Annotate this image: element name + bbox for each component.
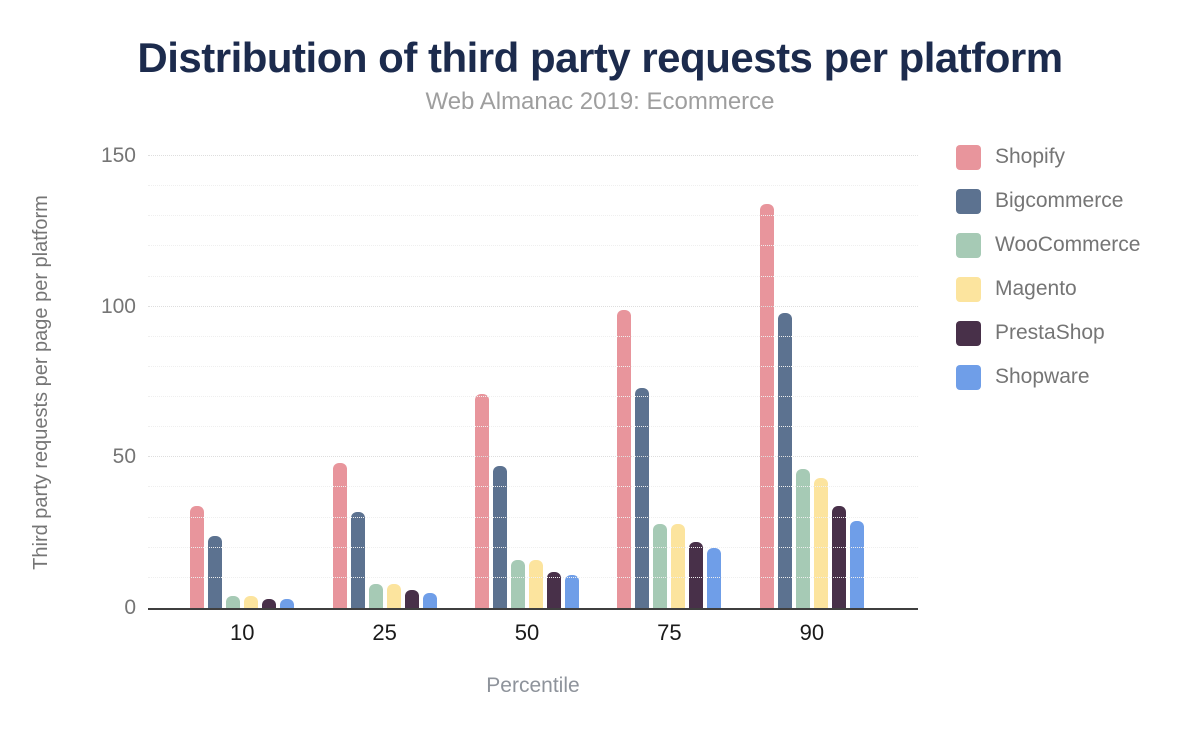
- legend: Shopify Bigcommerce WooCommerce Magento Pres…: [956, 144, 1140, 408]
- bar-shopware-p50: [565, 574, 580, 608]
- gridline-120: [148, 245, 918, 247]
- gridline-130: [148, 215, 918, 217]
- gridline-60: [148, 426, 918, 428]
- bar-shopify-p50: [475, 394, 490, 608]
- x-tick-label-25: 25: [372, 620, 397, 645]
- bar-bigcommerce-p50: [493, 466, 508, 608]
- bar-woocommerce-p50: [511, 559, 526, 608]
- bar-prestashop-p75: [689, 541, 704, 608]
- bar-shopify-p90: [759, 204, 774, 608]
- x-tick-labels: 10 25 50 75 90: [171, 620, 883, 646]
- bar-prestashop-p10: [262, 598, 277, 608]
- gridline-70: [148, 396, 918, 398]
- bar-bigcommerce-p10: [208, 535, 223, 608]
- chart-subtitle: Web Almanac 2019: Ecommerce: [425, 88, 775, 115]
- bar-bigcommerce-p75: [635, 388, 650, 608]
- y-tick-label-0: 0: [124, 596, 136, 619]
- legend-label-shopware: Shopware: [995, 365, 1090, 388]
- x-tick-label-10: 10: [229, 620, 255, 645]
- bar-woocommerce-p90: [795, 469, 810, 608]
- legend-item-shopware: Shopware: [956, 364, 1140, 390]
- legend-label-woocommerce: WooCommerce: [995, 233, 1141, 256]
- y-tick-label-50: 50: [112, 445, 136, 469]
- bar-group-p75: [598, 156, 740, 608]
- bar-bigcommerce-p25: [350, 511, 365, 608]
- legend-swatch-woocommerce: [956, 232, 981, 258]
- x-tick-label-75: 75: [657, 620, 682, 645]
- y-tick-label-150: 150: [100, 144, 136, 167]
- bar-magento-p50: [529, 559, 544, 608]
- gridline-150: [148, 155, 918, 156]
- gridline-30: [148, 516, 918, 518]
- plot-area: [148, 155, 918, 610]
- bar-shopware-p25: [422, 592, 437, 608]
- legend-label-magento: Magento: [995, 277, 1077, 300]
- x-tick-label-90: 90: [799, 620, 825, 645]
- bar-shopware-p10: [280, 598, 295, 608]
- bar-magento-p25: [386, 583, 401, 608]
- legend-label-bigcommerce: Bigcommerce: [995, 189, 1124, 212]
- gridline-90: [148, 335, 918, 337]
- x-axis-title: Percentile: [486, 674, 580, 697]
- legend-swatch-shopware: [956, 364, 981, 390]
- bar-shopify-p25: [332, 463, 347, 608]
- bar-shopify-p10: [190, 505, 205, 608]
- bar-woocommerce-p75: [653, 523, 668, 608]
- legend-item-woocommerce: WooCommerce: [956, 232, 1140, 258]
- bar-group-p50: [456, 156, 598, 608]
- bar-shopware-p90: [849, 520, 864, 608]
- bar-woocommerce-p25: [368, 583, 383, 608]
- y-tick-label-100: 100: [100, 294, 136, 318]
- bar-prestashop-p25: [404, 589, 419, 608]
- legend-swatch-shopify: [956, 144, 981, 170]
- legend-label-shopify: Shopify: [995, 145, 1066, 168]
- bar-magento-p90: [813, 478, 828, 608]
- gridline-110: [148, 275, 918, 277]
- legend-swatch-prestashop: [956, 320, 981, 346]
- legend-item-prestashop: PrestaShop: [956, 320, 1140, 346]
- legend-item-shopify: Shopify: [956, 144, 1140, 170]
- gridline-10: [148, 576, 918, 578]
- y-tick-labels: 0 50 100 150: [0, 144, 136, 619]
- bar-group-p10: [171, 156, 313, 608]
- bar-prestashop-p90: [831, 505, 846, 608]
- bar-prestashop-p50: [547, 571, 562, 608]
- bar-shopify-p75: [617, 309, 632, 608]
- legend-swatch-magento: [956, 276, 981, 302]
- legend-swatch-bigcommerce: [956, 188, 981, 214]
- bar-bigcommerce-p90: [777, 312, 792, 608]
- legend-item-bigcommerce: Bigcommerce: [956, 188, 1140, 214]
- x-tick-label-50: 50: [514, 620, 540, 645]
- legend-label-prestashop: PrestaShop: [995, 321, 1105, 344]
- bar-bands: [171, 156, 883, 608]
- x-axis-line: [148, 608, 918, 610]
- gridline-140: [148, 185, 918, 187]
- gridline-100: [148, 305, 918, 307]
- gridline-50: [148, 456, 918, 458]
- bar-group-p25: [313, 156, 455, 608]
- gridline-20: [148, 546, 918, 548]
- gridline-40: [148, 486, 918, 488]
- bar-group-p90: [741, 156, 883, 608]
- legend-item-magento: Magento: [956, 276, 1140, 302]
- bar-woocommerce-p10: [226, 595, 241, 608]
- chart-title: Distribution of third party requests per…: [137, 34, 1063, 81]
- gridline-80: [148, 365, 918, 367]
- bar-magento-p75: [671, 523, 686, 608]
- bar-magento-p10: [244, 595, 259, 608]
